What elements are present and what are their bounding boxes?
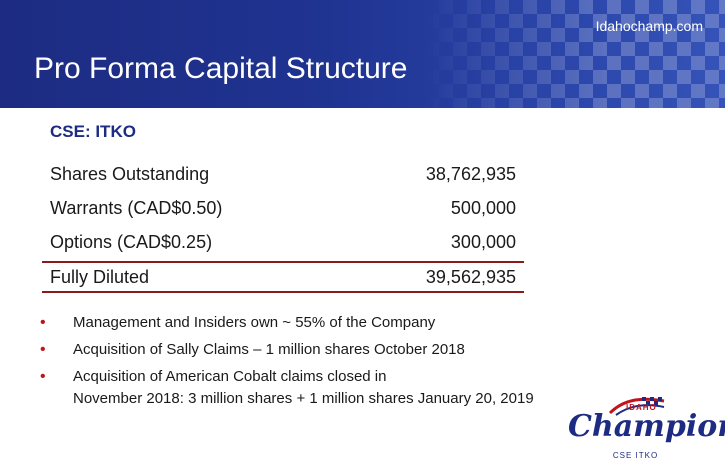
slide-header: Idahochamp.com Pro Forma Capital Structu… [0,0,725,108]
logo-name: Champion [568,409,725,444]
row-value: 38,762,935 [425,163,516,184]
bullet-icon: • [40,341,46,358]
total-row: Fully Diluted 39,562,935 [42,261,524,293]
slide-title: Pro Forma Capital Structure [34,52,408,85]
list-item: • Acquisition of Sally Claims – 1 millio… [40,339,640,361]
logo-top-text: IDAHO [626,403,657,412]
bullet-icon: • [40,368,46,385]
list-item: • Acquisition of American Cobalt claims … [40,366,640,410]
row-label: Shares Outstanding [50,163,210,184]
bullet-list: • Management and Insiders own ~ 55% of t… [40,312,640,415]
bullet-icon: • [40,314,46,331]
table-row: Shares Outstanding 38,762,935 [42,157,524,191]
bullet-text: Acquisition of Sally Claims – 1 million … [73,341,465,358]
row-value: 500,000 [450,197,516,218]
table-row: Options (CAD$0.25) 300,000 [42,225,524,259]
ticker-label: CSE: ITKO [50,122,136,141]
table-row: Warrants (CAD$0.50) 500,000 [42,191,524,225]
row-label: Options (CAD$0.25) [50,231,213,252]
bullet-text: Acquisition of American Cobalt claims cl… [73,368,534,407]
checkered-flag-pattern [425,0,725,108]
list-item: • Management and Insiders own ~ 55% of t… [40,312,640,334]
idaho-champion-logo: IDAHO Champion CSE ITKO [568,395,725,465]
capital-table: Shares Outstanding 38,762,935 Warrants (… [42,157,524,293]
website-label: Idahochamp.com [595,18,703,34]
checkered-flag-icon [608,397,665,416]
row-label: Warrants (CAD$0.50) [50,197,223,218]
total-label: Fully Diluted [50,266,150,287]
bullet-text: Management and Insiders own ~ 55% of the… [73,314,436,331]
row-value: 300,000 [450,231,516,252]
logo-subtext: CSE ITKO [612,451,659,460]
total-value: 39,562,935 [425,266,516,287]
